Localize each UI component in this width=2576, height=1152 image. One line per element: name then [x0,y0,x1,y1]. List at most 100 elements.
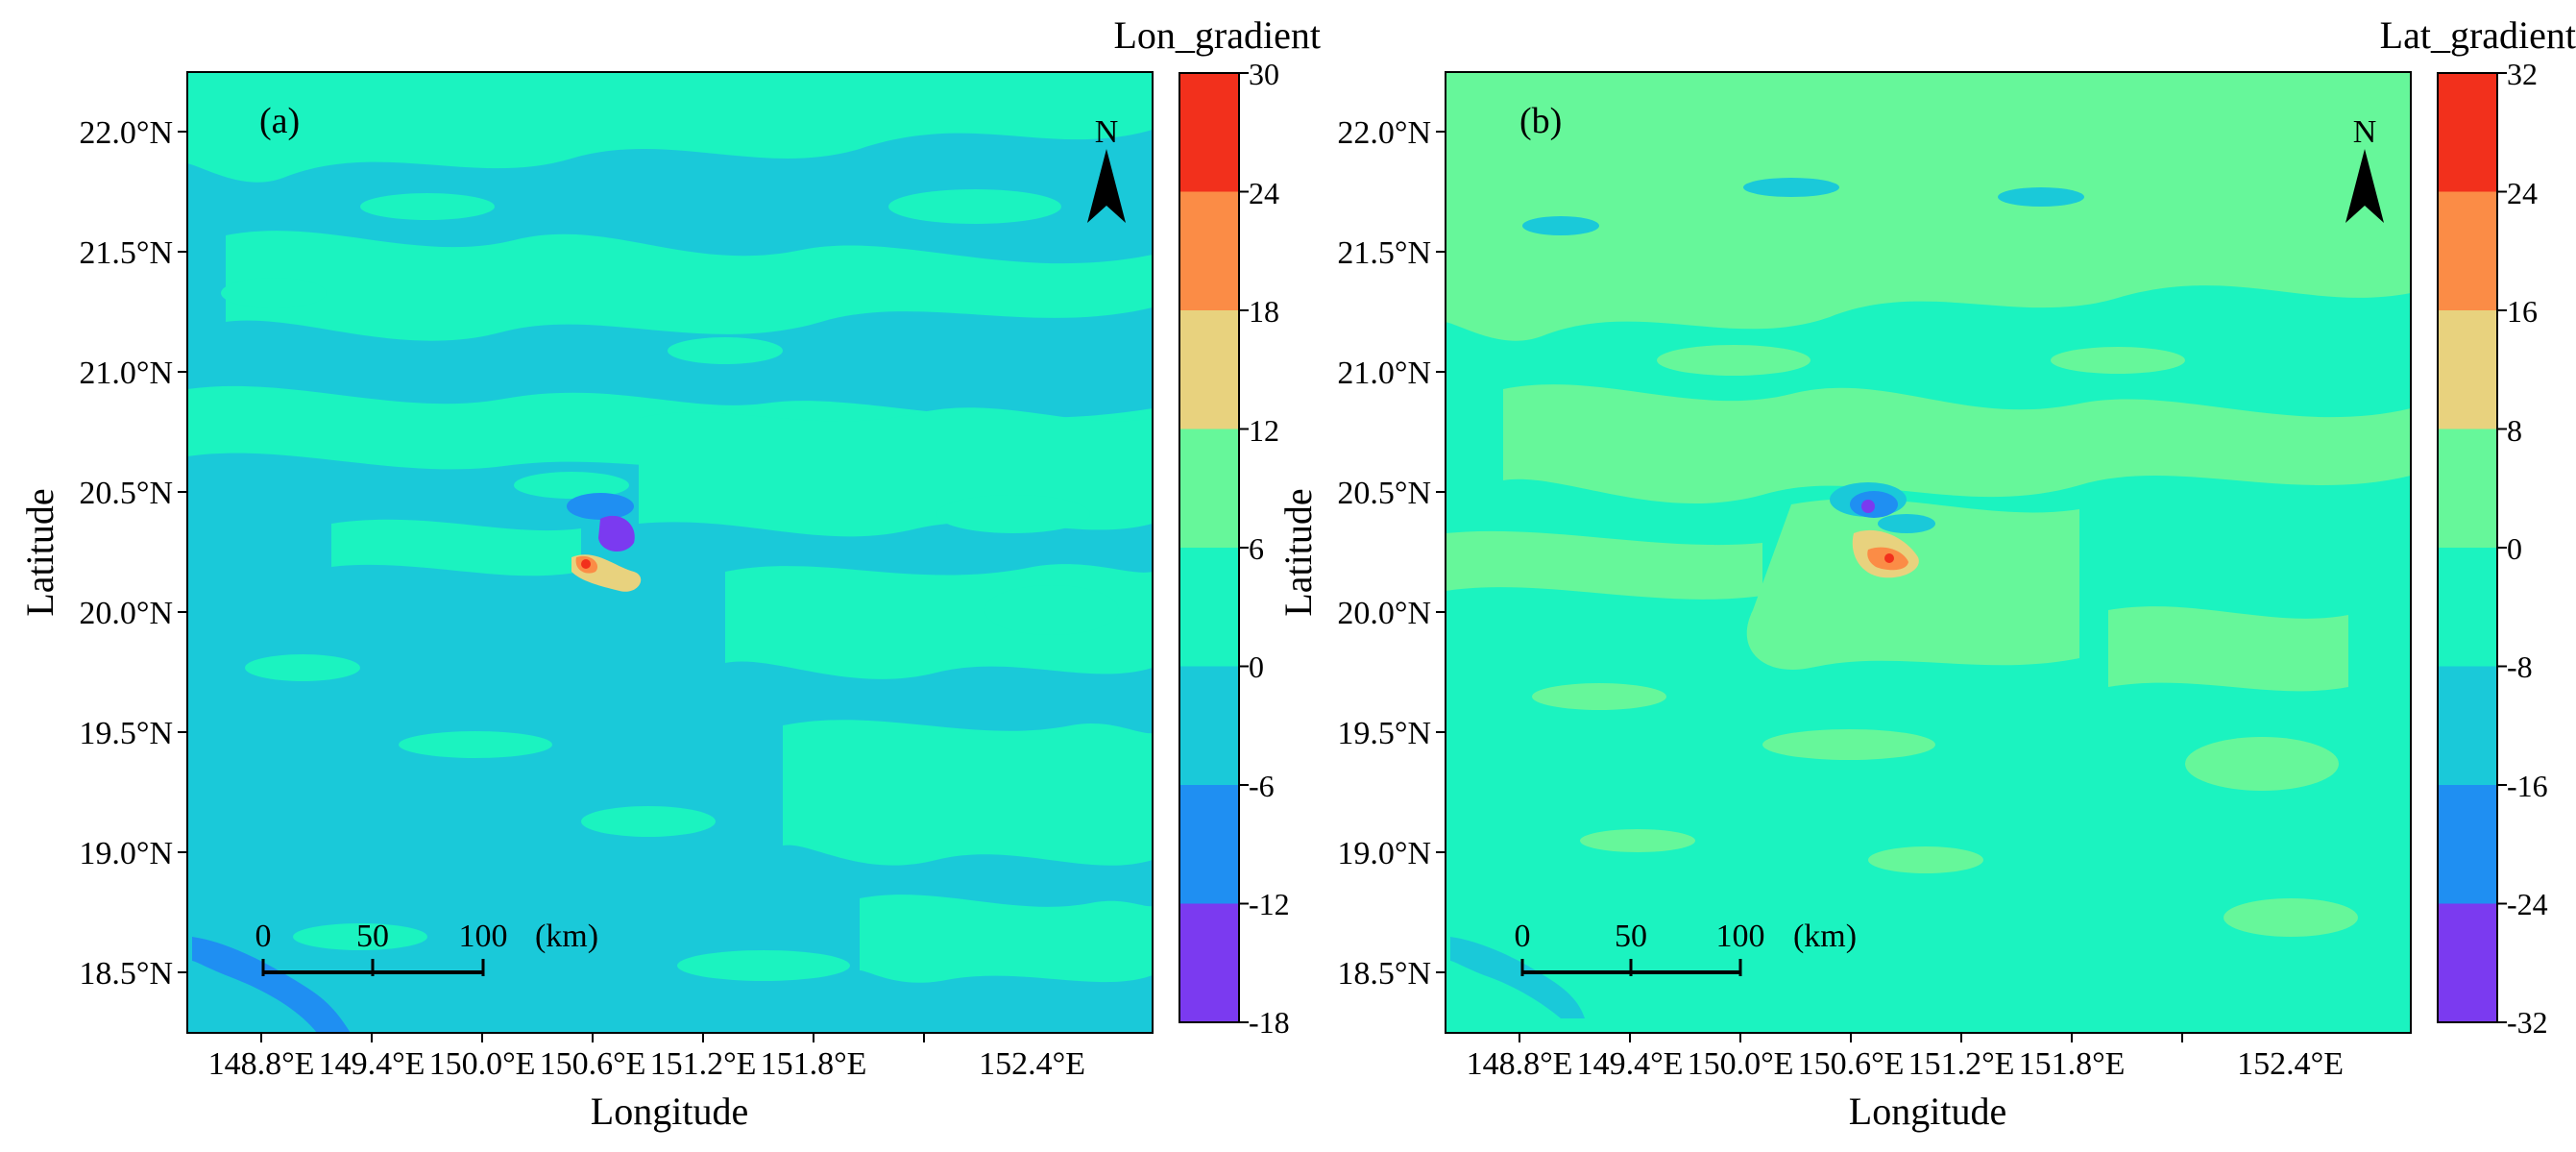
y-tick-label: 18.5°N [1337,956,1431,992]
y-tick-labels-a: 22.0°N 21.5°N 21.0°N 20.5°N 20.0°N 19.5°… [79,115,173,992]
panel-a-label: (a) [259,101,300,141]
colorbar-ticks-a: 30 24 18 12 6 0 -6 -12 -18 [1249,57,1290,1040]
x-tick-label: 150.0°E [1688,1046,1794,1082]
cb-tick: 12 [1249,413,1279,448]
colorbar-ticks-b: 32 24 16 8 0 -8 -16 -24 -32 [2507,57,2548,1040]
x-axis-label-a: Longitude [591,1090,748,1133]
y-tick-label: 19.0°N [79,836,173,871]
x-tick-label: 148.8°E [1467,1046,1573,1082]
y-tick-label: 20.0°N [1337,596,1431,631]
cb-tick: 0 [1249,650,1264,684]
y-tick-label: 22.0°N [1337,115,1431,151]
cb-tick: 30 [1249,57,1279,91]
x-tick-label: 150.6°E [540,1046,646,1082]
colorbar-title-b: Lat_gradient [2380,13,2576,57]
x-tick-label: 150.6°E [1798,1046,1905,1082]
scale-label-100: 100 [459,919,508,954]
colorbar-band [2438,548,2497,667]
x-tick-labels-a: 148.8°E 149.4°E 150.0°E 150.6°E 151.2°E … [208,1046,1085,1082]
x-tick-marks-a [260,1033,925,1042]
map-b-cool-spots [1450,178,2084,1018]
y-tick-label: 22.0°N [79,115,173,151]
cb-tick: -32 [2507,1005,2548,1040]
x-axis-label-b: Longitude [1849,1090,2006,1133]
north-arrow-icon [1087,149,1126,223]
north-arrow-b: N [2345,114,2384,223]
y-tick-marks-a [178,131,187,973]
y-tick-label: 21.0°N [1337,355,1431,391]
colorbar-a [1179,72,1249,1023]
colorbar-band [1179,191,1239,311]
x-tick-label: 148.8°E [208,1046,315,1082]
colorbar-b [2437,72,2507,1023]
scale-label-50: 50 [356,919,389,954]
colorbar-band [1179,548,1239,667]
map-b-frame [1445,71,2412,1034]
cb-tick: 6 [1249,531,1264,566]
cb-tick: 24 [1249,176,1279,210]
y-tick-label: 21.0°N [79,355,173,391]
cb-tick: -6 [1249,769,1275,803]
cb-tick: -24 [2507,887,2548,921]
cb-tick: 0 [2507,531,2522,566]
scale-label-0: 0 [1515,919,1531,954]
scale-bar-a: 0 50 100 (km) [255,919,598,976]
colorbar-band [2438,903,2497,1023]
cb-tick: -16 [2507,769,2548,803]
y-tick-labels-b: 22.0°N 21.5°N 21.0°N 20.5°N 20.0°N 19.5°… [1337,115,1431,992]
north-arrow-a: N [1087,114,1126,223]
panel-a: (a) N 0 50 100 (km) 148.8°E 149.4°E 150.… [18,13,1321,1133]
cb-tick: -18 [1249,1005,1290,1040]
panel-b-label: (b) [1519,101,1562,141]
cb-tick: 18 [1249,294,1279,329]
map-a-frame [186,71,1154,1034]
y-tick-label: 18.5°N [79,956,173,992]
colorbar-band [2438,666,2497,786]
x-tick-label: 149.4°E [1577,1046,1684,1082]
map-b [1446,72,2411,1033]
y-tick-label: 20.5°N [79,476,173,511]
colorbar-title-a: Lon_gradient [1114,13,1322,57]
x-tick-label: 151.2°E [650,1046,757,1082]
y-tick-label: 20.5°N [1337,476,1431,511]
map-a-texture [187,72,1153,983]
cb-tick: 24 [2507,176,2538,210]
map-a-anomaly [571,515,642,592]
x-tick-label: 152.4°E [979,1046,1085,1082]
north-label-a: N [1095,114,1119,150]
y-tick-marks-b [1436,131,1446,973]
cb-tick: 8 [2507,413,2522,448]
scale-unit: (km) [535,919,598,954]
y-tick-label: 19.5°N [1337,716,1431,751]
x-tick-label: 151.8°E [761,1046,867,1082]
north-label-b: N [2353,114,2377,150]
colorbar-band [2438,191,2497,311]
scale-label-0: 0 [255,919,272,954]
y-tick-label: 21.5°N [1337,235,1431,271]
scale-label-50: 50 [1615,919,1647,954]
scale-label-100: 100 [1716,919,1765,954]
y-tick-label: 20.0°N [79,596,173,631]
north-arrow-icon [2345,149,2384,223]
cb-tick: -8 [2507,650,2533,684]
panel-b: (b) N 0 50 100 (km) 148.8°E 149.4°E 150.… [1276,13,2576,1133]
colorbar-band [2438,429,2497,549]
colorbar-band [1179,903,1239,1023]
x-tick-label: 150.0°E [429,1046,536,1082]
scale-bar-b: 0 50 100 (km) [1515,919,1857,976]
map-a-lowspots [192,493,634,1033]
colorbar-band [2438,73,2497,192]
x-tick-labels-b: 148.8°E 149.4°E 150.0°E 150.6°E 151.2°E … [1467,1046,2344,1082]
colorbar-band [1179,429,1239,549]
colorbar-band [2438,785,2497,904]
y-axis-label-b: Latitude [1276,488,1320,616]
scale-unit: (km) [1793,919,1857,954]
cb-tick: 32 [2507,57,2538,91]
x-tick-marks-b [1519,1033,2183,1042]
x-tick-label: 151.2°E [1908,1046,2015,1082]
colorbar-band [1179,666,1239,786]
x-tick-label: 152.4°E [2237,1046,2344,1082]
y-tick-label: 21.5°N [79,235,173,271]
colorbar-band [2438,310,2497,429]
